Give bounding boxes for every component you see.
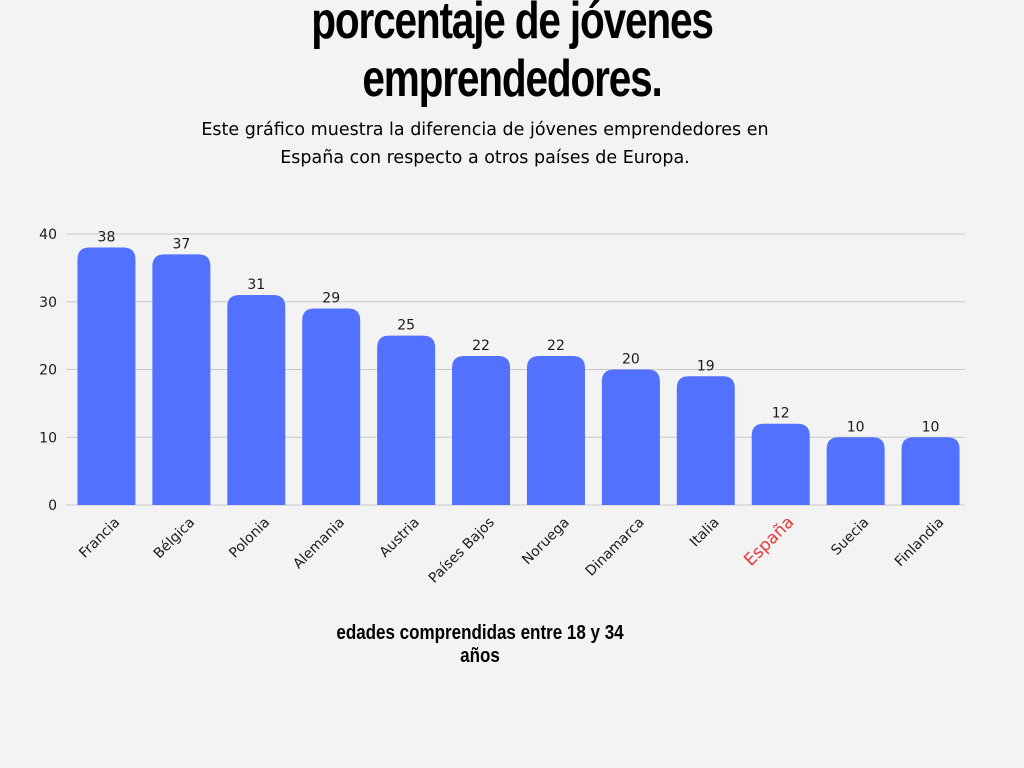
data-label: 22 xyxy=(472,338,490,354)
x-tick-label: Austria xyxy=(377,515,423,561)
subtitle-line-2: España con respecto a otros países de Eu… xyxy=(280,148,690,168)
footnote: edades comprendidas entre 18 y 34 años xyxy=(336,622,624,667)
title-line-1: porcentaje de jóvenes xyxy=(311,0,714,50)
x-tick-label: Finlandia xyxy=(892,515,948,571)
data-label: 12 xyxy=(772,406,790,422)
x-tick-label: Países Bajos xyxy=(426,515,498,587)
chart-title: porcentaje de jóvenes emprendedores. xyxy=(113,0,912,108)
y-axis-ticks: 0 10 20 30 40 xyxy=(39,227,57,514)
bar-suecia xyxy=(826,437,885,505)
x-tick-label: Bélgica xyxy=(151,515,198,562)
bar-austria xyxy=(377,335,436,505)
bar-españa xyxy=(751,423,810,505)
x-tick-label: Dinamarca xyxy=(583,515,648,580)
data-label: 10 xyxy=(847,419,865,435)
x-tick-label: Alemania xyxy=(290,515,348,573)
data-label: 38 xyxy=(98,230,116,246)
x-tick-label: Italia xyxy=(687,515,723,551)
y-tick-label: 30 xyxy=(39,295,57,311)
bar-chart: 0 10 20 30 40 38 37 31 29 25 22 22 20 19 12 10 10 Franc… xyxy=(39,227,965,587)
data-label: 10 xyxy=(922,419,940,435)
title-line-2: emprendedores. xyxy=(362,50,662,108)
y-tick-label: 20 xyxy=(39,363,57,379)
data-label: 22 xyxy=(547,338,565,354)
x-tick-label: Suecia xyxy=(828,515,872,559)
bar-noruega xyxy=(526,355,585,505)
data-label: 31 xyxy=(247,277,265,293)
bar-italia xyxy=(676,376,735,505)
bar-países-bajos xyxy=(452,355,511,505)
bars xyxy=(77,247,960,506)
y-tick-label: 40 xyxy=(39,227,57,243)
x-tick-label: Polonia xyxy=(226,515,273,562)
bar-finlandia xyxy=(901,437,960,505)
y-tick-label: 0 xyxy=(48,498,57,514)
bar-polonia xyxy=(227,294,286,505)
data-labels: 38 37 31 29 25 22 22 20 19 12 10 10 xyxy=(98,230,940,436)
x-tick-label: Noruega xyxy=(519,515,573,569)
data-label: 29 xyxy=(322,291,340,307)
bar-alemania xyxy=(302,308,361,505)
x-tick-label: Francia xyxy=(76,515,123,562)
data-label: 25 xyxy=(397,318,415,334)
bar-dinamarca xyxy=(601,369,660,505)
bar-francia xyxy=(77,247,136,506)
y-tick-label: 10 xyxy=(39,430,57,446)
subtitle-line-1: Este gráfico muestra la diferencia de jó… xyxy=(201,120,769,140)
gridlines xyxy=(66,233,965,506)
bar-bélgica xyxy=(152,254,211,505)
data-label: 37 xyxy=(172,236,190,252)
x-axis-ticks: Francia Bélgica Polonia Alemania Austria País… xyxy=(76,512,947,586)
chart-subtitle: Este gráfico muestra la diferencia de jó… xyxy=(100,116,870,172)
data-label: 20 xyxy=(622,352,640,368)
data-label: 19 xyxy=(697,358,715,374)
x-tick-label: España xyxy=(740,512,798,570)
